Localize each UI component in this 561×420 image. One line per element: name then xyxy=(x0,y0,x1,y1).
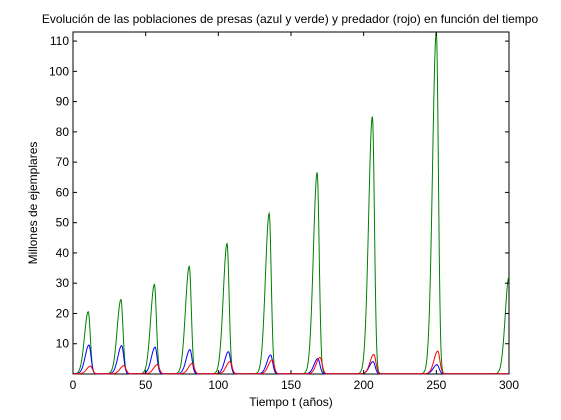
x-tick-label: 50 xyxy=(139,378,153,392)
y-tick-label: 60 xyxy=(56,185,70,199)
chart-title: Evolución de las poblaciones de presas (… xyxy=(42,12,539,26)
x-tick-label: 100 xyxy=(208,378,228,392)
x-tick-label: 300 xyxy=(499,378,519,392)
y-tick-label: 20 xyxy=(56,306,70,320)
x-tick-label: 200 xyxy=(354,378,374,392)
y-tick-label: 40 xyxy=(56,246,70,260)
y-tick-label: 90 xyxy=(56,95,70,109)
y-tick-label: 110 xyxy=(50,34,69,48)
ticks-layer: 0 50 100 150 200 250 300 10 20 30 40 50 60 70 80 90 100 1… xyxy=(49,32,519,392)
y-tick-label: 70 xyxy=(56,155,70,169)
y-tick-label: 50 xyxy=(56,216,70,230)
x-axis-label: Tiempo t (años) xyxy=(249,395,333,409)
x-tick-label: 0 xyxy=(70,378,77,392)
y-axis-label: Millones de ejemplares xyxy=(26,142,40,265)
x-tick-label: 250 xyxy=(426,378,446,392)
y-tick-label: 80 xyxy=(56,125,70,139)
x-tick-label: 150 xyxy=(281,378,301,392)
y-tick-label: 100 xyxy=(49,64,69,78)
y-tick-label: 10 xyxy=(56,337,70,351)
y-tick-label: 30 xyxy=(56,276,70,290)
plot-area xyxy=(72,31,510,375)
